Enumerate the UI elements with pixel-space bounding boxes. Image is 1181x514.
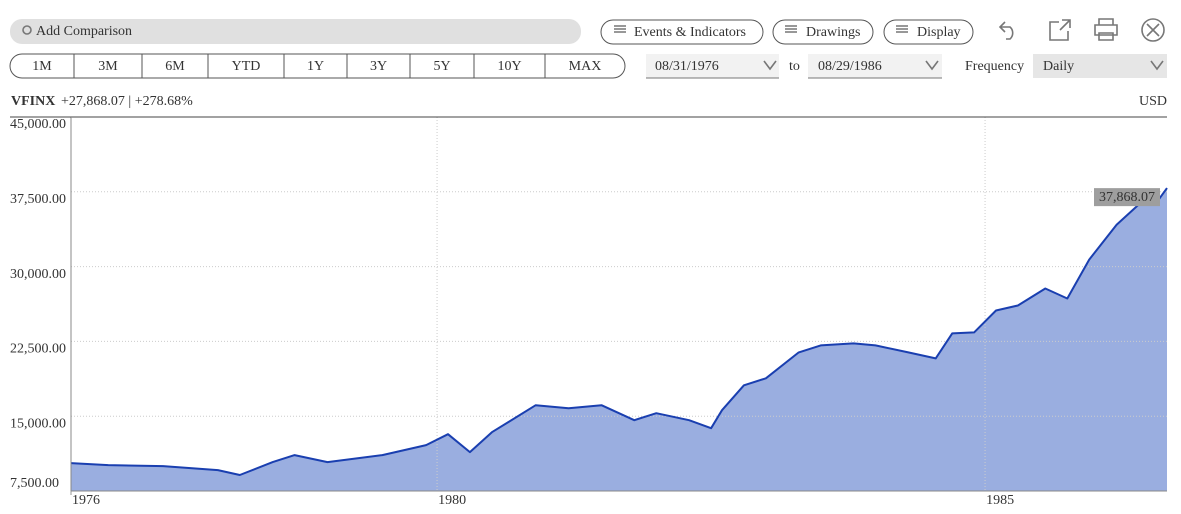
to-date-select[interactable]: [808, 54, 942, 78]
to-date: 08/29/1986: [818, 59, 882, 74]
range-button[interactable]: MAX: [569, 59, 602, 74]
y-tick-label: 45,000.00: [10, 117, 66, 132]
y-tick-label: 15,000.00: [10, 416, 66, 431]
undo-icon[interactable]: [998, 21, 1014, 40]
area: [71, 188, 1167, 491]
range-button[interactable]: 5Y: [433, 59, 450, 74]
from-date: 08/31/1976: [655, 59, 719, 74]
to-arrow: [925, 60, 939, 71]
x-tick-label: 1985: [986, 493, 1014, 508]
range-button[interactable]: 1M: [32, 59, 52, 74]
from-arrow: [763, 60, 777, 71]
events-button[interactable]: [600, 19, 764, 45]
last-value-badge: [1094, 188, 1160, 207]
range-selector: [9, 53, 626, 79]
close-icon[interactable]: [1141, 18, 1165, 42]
currency: USD: [1139, 94, 1167, 109]
close-x: [1146, 23, 1160, 37]
x-tick-label: 1976: [72, 493, 100, 508]
symbol: VFINX: [11, 94, 55, 109]
events-label: Events & Indicators: [634, 25, 746, 40]
range-button[interactable]: 3M: [98, 59, 118, 74]
frequency-select[interactable]: [1033, 54, 1167, 78]
drawings-button[interactable]: [772, 19, 874, 45]
range-button[interactable]: 10Y: [497, 59, 521, 74]
share-icon[interactable]: [1049, 19, 1071, 41]
print-icon[interactable]: [1094, 18, 1118, 41]
range-button[interactable]: 6M: [165, 59, 185, 74]
to-text: to: [789, 59, 800, 74]
display-label: Display: [917, 25, 961, 40]
menu-icons: [614, 25, 908, 33]
frequency-label: Frequency: [965, 59, 1024, 74]
toolbar-buttons: Events & Indicators Drawings Display: [600, 19, 974, 45]
y-tick-label: 37,500.00: [10, 192, 66, 207]
frequency-value: Daily: [1043, 59, 1074, 74]
drawings-label: Drawings: [806, 25, 860, 40]
range-buttons: 1M 3M 6M YTD 1Y 3Y 5Y 10Y MAX: [32, 54, 601, 78]
last-value-label: 37,868.07: [1099, 190, 1155, 205]
y-tick-label: 22,500.00: [10, 342, 66, 357]
y-tick-label: 30,000.00: [10, 267, 66, 282]
change: +27,868.07 | +278.68%: [61, 94, 193, 109]
y-tick-label: 7,500.00: [10, 476, 59, 491]
line: [70, 187, 1168, 476]
range-button[interactable]: 1Y: [307, 59, 324, 74]
range-button[interactable]: YTD: [232, 59, 261, 74]
search-placeholder: Add Comparison: [36, 24, 132, 39]
x-tick-label: 1980: [438, 493, 466, 508]
range-button[interactable]: 3Y: [370, 59, 387, 74]
search-icon: [22, 25, 32, 35]
frequency-arrow: [1150, 60, 1164, 71]
plot: 45,000.00 37,500.00 30,000.00 22,500.00 15,0…: [10, 116, 1168, 508]
search-bar[interactable]: [10, 19, 581, 44]
from-date-select[interactable]: [646, 54, 779, 78]
